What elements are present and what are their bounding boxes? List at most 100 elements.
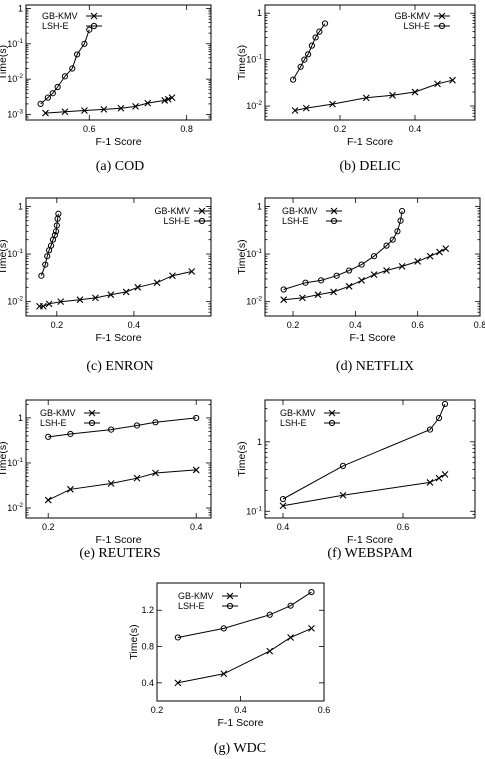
x-tick-label: 0.4: [409, 124, 422, 134]
data-point-gb-kmv: [152, 469, 159, 477]
data-point-lsh-e: [321, 20, 329, 27]
data-point-lsh-e: [389, 236, 396, 243]
legend-marker: [198, 207, 206, 215]
legend-label: LSH-E: [163, 216, 190, 226]
y-tick-label: 10-2: [7, 502, 23, 513]
data-point-gb-kmv: [426, 479, 434, 486]
data-point-lsh-e: [38, 272, 45, 279]
data-point-lsh-e: [67, 430, 74, 438]
data-point-lsh-e: [37, 100, 44, 107]
data-point-lsh-e: [426, 426, 434, 433]
chart-g: 0.4 0.8 1.2 0.2 0.4 0.6 F-1 Score Time(s) (g) WD…: [128, 582, 330, 756]
data-point-lsh-e: [86, 26, 93, 33]
series-line-gb-kmv: [39, 271, 192, 307]
y-tick-label: 1: [257, 201, 262, 211]
data-point-gb-kmv: [81, 107, 88, 114]
data-point-lsh-e: [174, 634, 181, 641]
data-point-lsh-e: [333, 272, 340, 279]
data-point-lsh-e: [108, 426, 115, 433]
series-line-gb-kmv: [47, 469, 197, 501]
data-point-lsh-e: [317, 277, 325, 284]
legend-marker: [198, 217, 206, 225]
x-axis-label: F-1 Score: [347, 534, 393, 546]
data-point-gb-kmv: [57, 298, 65, 306]
data-point-gb-kmv: [122, 288, 130, 296]
legend-label: LSH-E: [178, 601, 205, 611]
figure-caption-a: (a) COD: [96, 159, 145, 174]
x-tick-label: 0.2: [42, 522, 55, 532]
figure-caption-g: (g) WDC: [214, 741, 266, 756]
data-point-gb-kmv: [330, 288, 337, 296]
chart-a: 10-3 10-2 10-1 1 0.6 0.8 F-1 Score Time(s) (a) C…: [0, 3, 212, 174]
data-point-lsh-e: [297, 63, 304, 70]
y-axis-label: Time(s): [236, 239, 248, 274]
data-point-gb-kmv: [398, 263, 406, 270]
data-point-gb-kmv: [411, 88, 419, 96]
data-point-lsh-e: [279, 495, 287, 503]
data-point-gb-kmv: [449, 76, 456, 84]
data-point-lsh-e: [435, 414, 443, 422]
data-point-gb-kmv: [345, 282, 353, 290]
data-point-gb-kmv: [435, 474, 443, 482]
data-point-gb-kmv: [287, 634, 294, 641]
y-axis-label: Time(s): [236, 441, 248, 476]
data-point-lsh-e: [152, 419, 159, 426]
y-axis-label: Time(s): [0, 45, 9, 80]
data-point-gb-kmv: [266, 647, 274, 655]
legend-label: GB-KMV: [280, 408, 316, 418]
data-point-lsh-e: [266, 611, 273, 618]
plot-frame: [264, 4, 476, 121]
y-axis-label: Time(s): [0, 239, 9, 274]
data-point-gb-kmv: [174, 679, 182, 687]
y-tick-label: 10-1: [246, 505, 262, 516]
data-point-lsh-e: [397, 217, 404, 224]
data-point-lsh-e: [301, 56, 308, 63]
data-point-gb-kmv: [339, 491, 347, 499]
data-point-gb-kmv: [414, 258, 422, 265]
x-tick-label: 0.6: [397, 522, 410, 532]
data-point-gb-kmv: [144, 99, 152, 107]
figure-caption-f: (f) WEBSPAM: [327, 546, 413, 561]
data-point-gb-kmv: [188, 268, 196, 275]
data-point-lsh-e: [74, 51, 81, 58]
series-line-lsh-e: [292, 23, 326, 80]
legend-marker: [330, 207, 338, 215]
series-line-gb-kmv: [294, 79, 453, 111]
legend-label: LSH-E: [403, 21, 430, 31]
plot-frame: [25, 197, 212, 317]
x-tick-label: 0.4: [349, 320, 362, 330]
data-point-lsh-e: [302, 279, 309, 286]
data-point-gb-kmv: [314, 291, 322, 299]
data-point-gb-kmv: [168, 94, 176, 102]
data-point-lsh-e: [399, 207, 406, 215]
data-point-lsh-e: [47, 242, 55, 249]
plot-frame: [264, 197, 481, 317]
legend-label: LSH-E: [42, 21, 69, 31]
y-axis-label: Time(s): [128, 624, 140, 659]
data-point-lsh-e: [44, 94, 52, 101]
x-axis-label: F-1 Score: [349, 332, 395, 344]
y-tick-label: 1: [18, 201, 23, 211]
legend-label: LSH-E: [40, 418, 67, 428]
legend-label: LSH-E: [280, 418, 307, 428]
data-point-lsh-e: [81, 40, 88, 47]
data-point-gb-kmv: [61, 108, 69, 116]
figure-caption-b: (b) DELIC: [339, 159, 400, 174]
data-point-gb-kmv: [280, 296, 288, 304]
series-line-gb-kmv: [283, 248, 446, 301]
y-tick-label: 10-1: [7, 38, 23, 49]
data-point-gb-kmv: [100, 105, 108, 113]
series-line-lsh-e: [40, 29, 90, 105]
data-point-lsh-e: [290, 76, 297, 83]
data-point-gb-kmv: [329, 100, 336, 108]
y-tick-label: 10-1: [7, 457, 23, 468]
series-line-lsh-e: [177, 591, 312, 638]
figure-caption-d: (d) NETFLIX: [336, 359, 414, 374]
y-tick-label: 1: [18, 413, 23, 423]
data-point-gb-kmv: [133, 474, 141, 482]
y-tick-label: 10-2: [7, 73, 23, 84]
